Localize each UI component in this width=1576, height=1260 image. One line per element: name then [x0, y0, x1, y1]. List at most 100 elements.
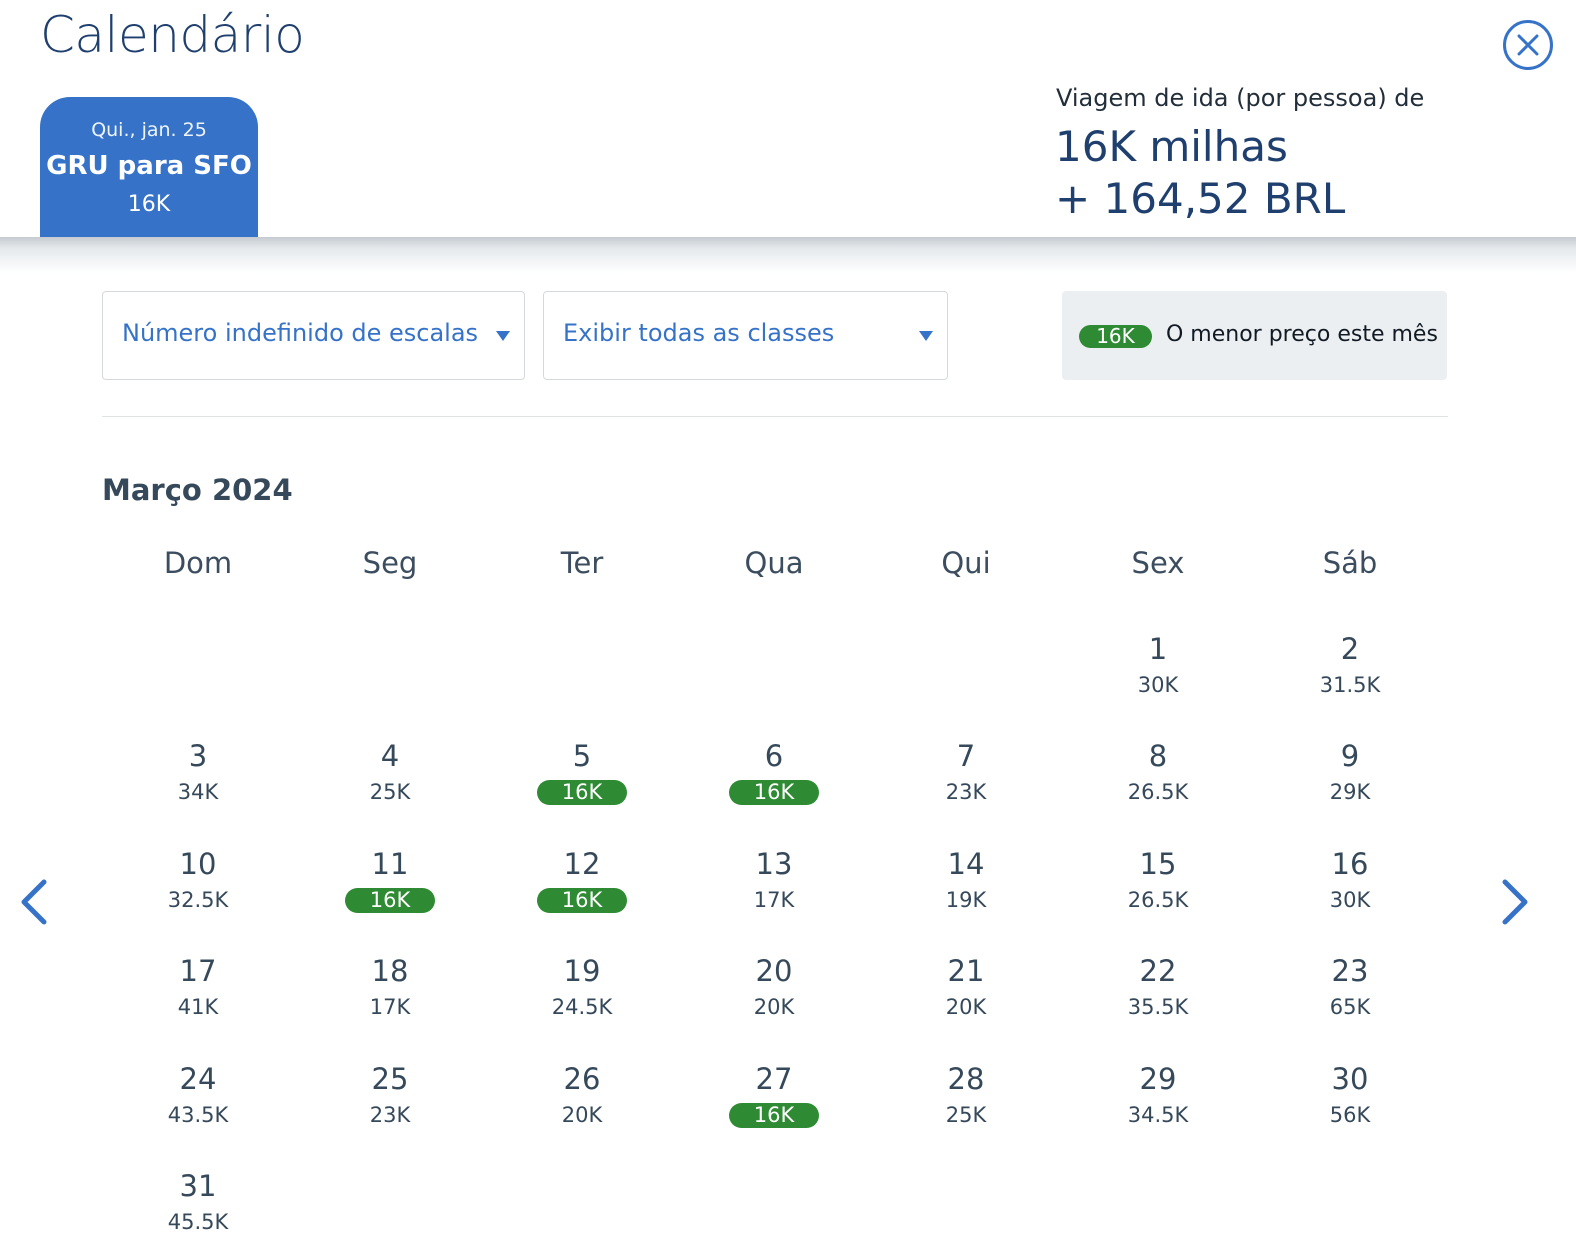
calendar-day[interactable]: 6 16K [699, 739, 849, 825]
calendar-day[interactable]: 31 45.5K [123, 1169, 273, 1255]
day-price: 26.5K [1083, 888, 1233, 912]
day-price-value: 43.5K [167, 1103, 229, 1127]
day-number: 18 [371, 954, 409, 988]
day-number: 26 [563, 1062, 601, 1096]
chevron-left-icon [21, 879, 47, 925]
day-number: 15 [1139, 847, 1177, 881]
day-price-value: 26.5K [1127, 888, 1189, 912]
day-number: 30 [1331, 1062, 1369, 1096]
calendar-day[interactable]: 30 56K [1275, 1062, 1425, 1148]
day-number: 17 [179, 954, 217, 988]
calendar-day[interactable]: 20 20K [699, 954, 849, 1040]
calendar-day[interactable]: 2 31.5K [1275, 632, 1425, 718]
calendar-day[interactable]: 4 25K [315, 739, 465, 825]
day-number: 27 [755, 1062, 793, 1096]
calendar-day[interactable]: 26 20K [507, 1062, 657, 1148]
calendar-day[interactable]: 11 16K [315, 847, 465, 933]
calendar-day[interactable]: 16 30K [1275, 847, 1425, 933]
calendar-day[interactable]: 24 43.5K [123, 1062, 273, 1148]
calendar-day[interactable]: 8 26.5K [1083, 739, 1233, 825]
weekday-label: Qua [744, 546, 804, 580]
day-number: 16 [1331, 847, 1369, 881]
day-number: 10 [179, 847, 217, 881]
calendar-day[interactable]: 9 29K [1275, 739, 1425, 825]
calendar-day[interactable]: 27 16K [699, 1062, 849, 1148]
page-title: Calendário [40, 6, 305, 64]
calendar-day[interactable]: 25 23K [315, 1062, 465, 1148]
calendar-day[interactable]: 28 25K [891, 1062, 1041, 1148]
chevron-right-icon [1502, 879, 1528, 925]
day-price: 23K [315, 1103, 465, 1127]
caret-down-icon [919, 331, 933, 341]
calendar-day[interactable]: 13 17K [699, 847, 849, 933]
stops-select-value: Número indefinido de escalas [122, 319, 479, 347]
day-number: 23 [1331, 954, 1369, 988]
calendar-day[interactable]: 17 41K [123, 954, 273, 1040]
day-price: 20K [699, 995, 849, 1019]
day-price-value: 23K [369, 1103, 411, 1127]
day-number: 13 [755, 847, 793, 881]
legend-text: O menor preço este mês [1166, 322, 1438, 347]
header-shadow [0, 237, 1576, 273]
day-price-value: 17K [753, 888, 795, 912]
day-price-lowest-badge: 16K [699, 780, 849, 805]
calendar-day[interactable]: 5 16K [507, 739, 657, 825]
divider [102, 416, 1448, 417]
day-number: 2 [1340, 632, 1360, 666]
calendar-day[interactable]: 15 26.5K [1083, 847, 1233, 933]
calendar-day[interactable]: 10 32.5K [123, 847, 273, 933]
summary-miles: 16K milhas [1055, 122, 1288, 171]
calendar-day[interactable]: 12 16K [507, 847, 657, 933]
trip-date: Qui., jan. 25 [91, 119, 207, 141]
trip-route: GRU para SFO [46, 151, 252, 181]
day-number: 31 [179, 1169, 217, 1203]
trip-tab[interactable]: Qui., jan. 25 GRU para SFO 16K [40, 97, 258, 238]
calendar-day[interactable]: 21 20K [891, 954, 1041, 1040]
close-button[interactable] [1503, 20, 1553, 70]
day-price: 20K [507, 1103, 657, 1127]
day-number: 4 [380, 739, 400, 773]
classes-select-value: Exibir todas as classes [563, 319, 835, 347]
calendar-day[interactable]: 1 30K [1083, 632, 1233, 718]
day-number: 3 [188, 739, 208, 773]
day-price: 34.5K [1083, 1103, 1233, 1127]
stops-select[interactable]: Número indefinido de escalas [102, 291, 525, 380]
day-price: 24.5K [507, 995, 657, 1019]
weekday-label: Sex [1131, 546, 1185, 580]
calendar-day[interactable]: 3 34K [123, 739, 273, 825]
calendar-day[interactable]: 7 23K [891, 739, 1041, 825]
close-icon [1517, 34, 1539, 56]
day-price: 32.5K [123, 888, 273, 912]
next-month-button[interactable] [1495, 878, 1535, 926]
calendar-day[interactable]: 22 35.5K [1083, 954, 1233, 1040]
calendar-day[interactable]: 19 24.5K [507, 954, 657, 1040]
day-price: 65K [1275, 995, 1425, 1019]
classes-select[interactable]: Exibir todas as classes [543, 291, 948, 380]
day-price-value: 19K [945, 888, 987, 912]
day-number: 12 [563, 847, 601, 881]
day-price-value: 25K [369, 780, 411, 804]
day-price: 31.5K [1275, 673, 1425, 697]
calendar-day[interactable]: 18 17K [315, 954, 465, 1040]
prev-month-button[interactable] [16, 878, 56, 926]
day-price-lowest-badge: 16K [699, 1103, 849, 1128]
calendar-day[interactable]: 23 65K [1275, 954, 1425, 1040]
calendar-day[interactable]: 29 34.5K [1083, 1062, 1233, 1148]
calendar-day[interactable]: 14 19K [891, 847, 1041, 933]
day-number: 1 [1148, 632, 1168, 666]
day-price: 17K [699, 888, 849, 912]
day-price-value: 16K [537, 780, 627, 805]
day-price: 56K [1275, 1103, 1425, 1127]
summary-money: + 164,52 BRL [1055, 174, 1346, 223]
day-price-value: 26.5K [1127, 780, 1189, 804]
day-price: 19K [891, 888, 1041, 912]
day-price: 35.5K [1083, 995, 1233, 1019]
day-price: 30K [1083, 673, 1233, 697]
day-price-value: 31.5K [1319, 673, 1381, 697]
weekday-label: Qui [941, 546, 991, 580]
day-price-value: 41K [177, 995, 219, 1019]
day-price: 41K [123, 995, 273, 1019]
day-number: 11 [371, 847, 409, 881]
caret-down-icon [496, 331, 510, 341]
day-number: 29 [1139, 1062, 1177, 1096]
